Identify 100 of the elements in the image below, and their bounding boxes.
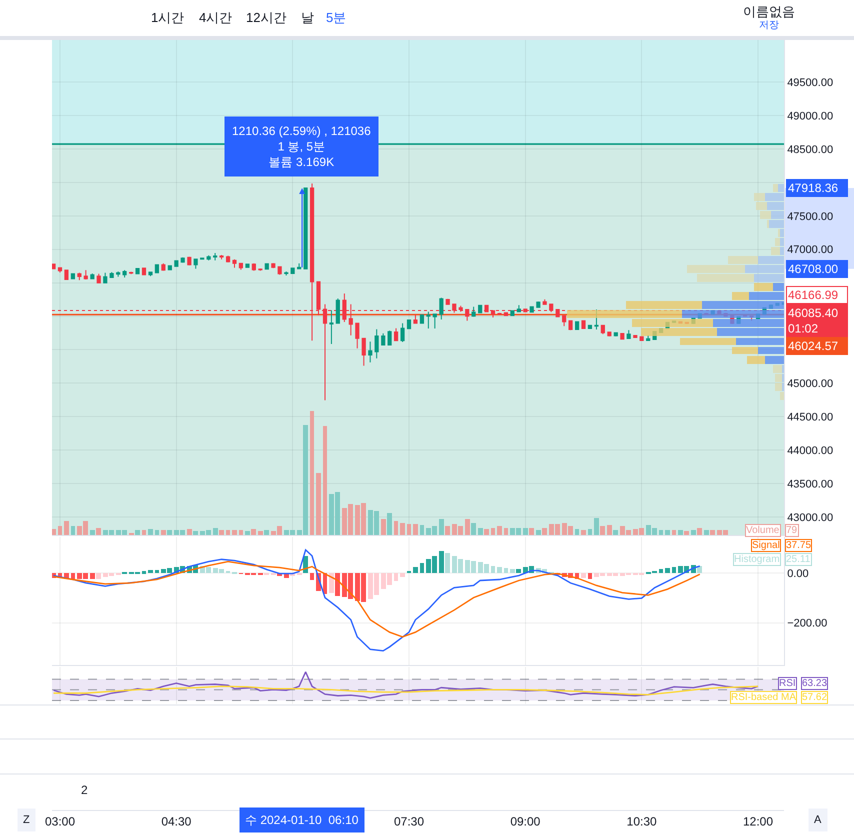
bar <box>491 566 495 573</box>
bar <box>504 568 508 573</box>
y-tick-label: 49000.00 <box>787 110 834 122</box>
candlestick <box>187 256 192 266</box>
text: 날 <box>301 10 314 25</box>
bar <box>142 571 146 574</box>
candlestick <box>278 266 282 276</box>
bar <box>765 356 784 364</box>
candlestick <box>640 336 644 342</box>
bar <box>510 569 515 573</box>
bar <box>575 529 579 535</box>
candlestick <box>426 311 430 329</box>
bar <box>258 531 263 535</box>
candlestick <box>536 301 540 308</box>
bar <box>400 523 405 535</box>
candlestick <box>633 334 638 338</box>
bar <box>167 530 172 535</box>
bar <box>329 573 334 593</box>
text: 5분 <box>326 10 346 25</box>
bar <box>245 531 250 535</box>
candlestick <box>446 298 450 306</box>
bar <box>310 411 314 535</box>
bar <box>381 519 386 535</box>
bar <box>335 573 340 596</box>
bar <box>588 573 592 579</box>
candlestick <box>148 271 153 277</box>
candlestick <box>439 297 444 320</box>
candlestick <box>103 272 108 284</box>
bar <box>732 347 758 354</box>
candlestick <box>96 273 101 284</box>
x-tick-label: 04:30 <box>161 814 192 828</box>
candlestick <box>581 320 586 330</box>
bar <box>588 529 592 535</box>
candlestick <box>472 306 476 318</box>
candlestick <box>135 268 140 275</box>
text: 수 2024-01-10 06:10 <box>245 813 359 827</box>
bar <box>420 563 424 573</box>
candlestick <box>297 262 302 270</box>
series-label: Volume <box>746 525 780 536</box>
candlestick <box>400 322 405 343</box>
candlestick <box>530 306 534 314</box>
candlestick <box>516 304 521 312</box>
candlestick <box>84 270 88 280</box>
candlestick <box>478 304 482 314</box>
bar <box>193 531 198 535</box>
x-tick-label: 12:00 <box>743 814 774 828</box>
bar <box>148 529 153 535</box>
candlestick <box>174 260 178 268</box>
bar <box>665 530 670 535</box>
candlestick <box>64 269 68 280</box>
candlestick <box>70 272 76 280</box>
line-series <box>52 560 701 638</box>
bar <box>213 528 218 535</box>
text: 1시간 <box>151 10 184 25</box>
x-tick-label: 03:00 <box>44 814 76 828</box>
bar <box>445 553 450 573</box>
y-tick-label: 47500.00 <box>787 210 834 223</box>
bar <box>478 528 483 535</box>
candlestick <box>194 258 198 270</box>
candlestick <box>355 322 360 349</box>
candlestick <box>168 264 172 271</box>
y-tick-label: 44500.00 <box>787 411 834 424</box>
text: 47918.36 <box>788 181 838 195</box>
bar <box>439 551 444 573</box>
bar <box>394 521 398 535</box>
y-tick-label: −200.00 <box>787 618 828 630</box>
bar <box>400 573 405 577</box>
bar <box>704 530 709 535</box>
candlestick <box>336 298 340 324</box>
bar <box>90 530 95 535</box>
bar <box>323 426 327 535</box>
text: 46166.99 <box>788 288 838 302</box>
candlestick <box>232 258 237 268</box>
y-tick-label: 43000.00 <box>787 512 834 524</box>
candlestick <box>154 264 160 274</box>
candlestick <box>562 315 566 327</box>
y-tick-label: 47000.00 <box>787 244 834 256</box>
bar <box>594 518 599 535</box>
bar <box>413 524 418 535</box>
bar <box>672 530 676 535</box>
bar <box>71 526 75 535</box>
candlestick <box>556 308 560 318</box>
y-tick-label: 49500.00 <box>787 76 834 89</box>
y-tick-label: 48500.00 <box>787 144 834 156</box>
bar <box>600 526 605 535</box>
bar <box>680 338 736 345</box>
bar <box>420 525 424 535</box>
bar <box>155 570 159 573</box>
candlestick <box>626 330 631 340</box>
bar <box>613 530 618 535</box>
bar <box>754 283 773 291</box>
candlestick <box>614 332 618 337</box>
text: 63.23 <box>802 678 828 689</box>
bar <box>135 530 140 535</box>
y-tick-label: 43500.00 <box>787 478 834 490</box>
candlestick <box>588 324 592 330</box>
bar <box>148 570 153 573</box>
bar <box>497 567 502 573</box>
y-tick-label: 44000.00 <box>787 444 834 457</box>
candlestick <box>575 320 580 330</box>
